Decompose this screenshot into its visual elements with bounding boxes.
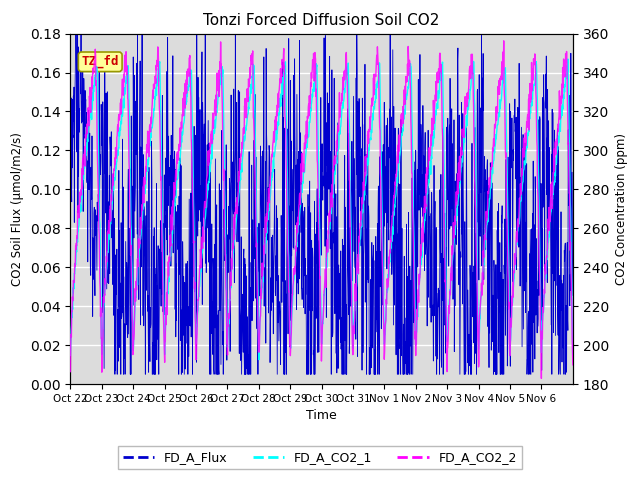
- X-axis label: Time: Time: [306, 409, 337, 422]
- Legend: FD_A_Flux, FD_A_CO2_1, FD_A_CO2_2: FD_A_Flux, FD_A_CO2_1, FD_A_CO2_2: [118, 446, 522, 469]
- Text: TZ_fd: TZ_fd: [81, 55, 119, 69]
- Y-axis label: CO2 Concentration (ppm): CO2 Concentration (ppm): [614, 133, 628, 285]
- Title: Tonzi Forced Diffusion Soil CO2: Tonzi Forced Diffusion Soil CO2: [204, 13, 440, 28]
- Y-axis label: CO2 Soil Flux (μmol/m2/s): CO2 Soil Flux (μmol/m2/s): [12, 132, 24, 286]
